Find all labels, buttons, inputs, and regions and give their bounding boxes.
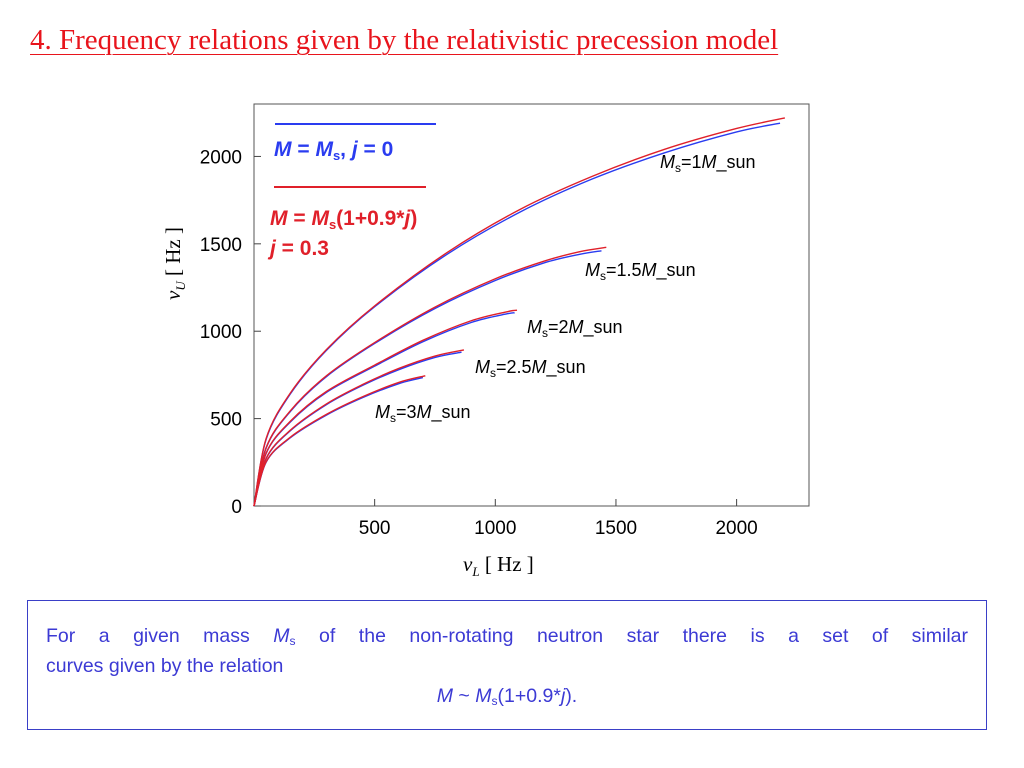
- curve-label-ms2-5: Ms=2.5M_sun: [475, 357, 586, 380]
- curve-label-ms1: Ms=1M_sun: [660, 152, 756, 175]
- y-tick-label: 1000: [200, 322, 242, 343]
- x-tick-label: 500: [359, 518, 391, 539]
- plot-frame: [253, 103, 810, 507]
- x-axis-label: νL [ Hz ]: [463, 552, 534, 579]
- note-ms-symbol: M: [273, 625, 290, 647]
- svg-text:νL [ Hz ]: νL [ Hz ]: [463, 552, 534, 579]
- red-curve-5: [253, 375, 426, 507]
- y-axis-label: νU [ Hz ]: [161, 227, 188, 300]
- axis-ticks: 500 1000 1500 2000 0 500 1000 1500 2000: [200, 147, 758, 539]
- curve-label-ms3: Ms=3M_sun: [375, 402, 471, 425]
- red-curve-1: [253, 117, 786, 507]
- red-curve-3: [253, 309, 518, 507]
- red-curve-2: [253, 246, 607, 507]
- x-tick-label: 2000: [715, 518, 757, 539]
- svg-text:νU [ Hz ]: νU [ Hz ]: [161, 227, 188, 300]
- note-text-b: of the non-rotating neutron star there i…: [295, 625, 968, 647]
- y-tick-label: 500: [210, 410, 242, 431]
- x-tick-label: 1500: [595, 518, 637, 539]
- explanation-box: For a given mass Ms of the non-rotating …: [27, 600, 987, 730]
- y-tick-label: 1500: [200, 235, 242, 256]
- note-line-2: curves given by the relation: [46, 655, 284, 677]
- y-tick-label: 2000: [200, 147, 242, 168]
- blue-curve-2: [253, 250, 602, 507]
- note-text-a: For a given mass: [46, 625, 274, 647]
- legend-red-text-2: j = 0.3: [267, 237, 329, 260]
- slide-title: 4. Frequency relations given by the rela…: [30, 24, 779, 56]
- curve-label-ms2: Ms=2M_sun: [527, 317, 623, 340]
- blue-curve-1: [253, 122, 781, 507]
- curve-layer: [253, 117, 786, 507]
- note-relation: M ~ Ms(1+0.9*j).: [436, 685, 578, 709]
- red-curve-4: [253, 349, 465, 507]
- curve-label-ms1-5: Ms=1.5M_sun: [585, 260, 696, 283]
- note-ms-subscript: s: [289, 634, 296, 649]
- legend-blue-text: M = Ms, j = 0: [274, 138, 393, 163]
- legend-red-text: M = Ms(1+0.9*j): [270, 207, 417, 232]
- frequency-chart: 500 1000 1500 2000 0 500 1000 1500 2000 νL [ Hz …: [161, 103, 810, 579]
- y-tick-label: 0: [231, 497, 242, 518]
- x-tick-label: 1000: [474, 518, 516, 539]
- note-line-1: For a given mass Ms of the non-rotating …: [46, 621, 968, 651]
